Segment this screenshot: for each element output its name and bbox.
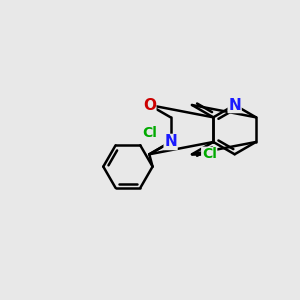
Text: O: O — [143, 98, 156, 112]
Text: Cl: Cl — [202, 147, 217, 161]
Text: Cl: Cl — [143, 126, 158, 140]
Text: N: N — [228, 98, 241, 112]
Text: N: N — [164, 134, 177, 149]
